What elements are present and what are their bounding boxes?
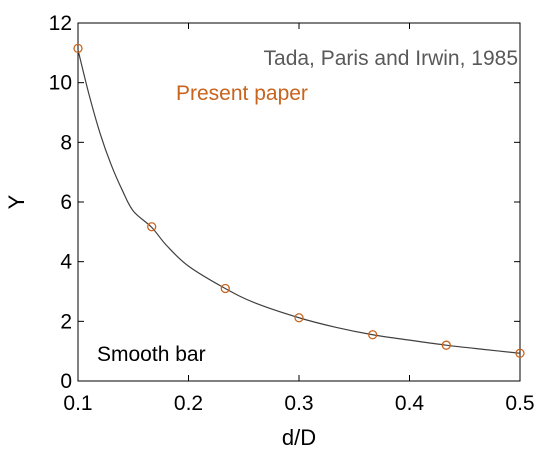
x-tick-label: 0.3 [284, 392, 313, 415]
y-tick-label: 6 [60, 191, 72, 214]
x-axis-title: d/D [282, 425, 316, 450]
x-tick-label: 0.4 [395, 392, 425, 415]
data-point-present-paper [73, 43, 83, 54]
series-line-tada [77, 49, 521, 354]
data-point-present-paper [147, 222, 157, 232]
annotation-smooth-bar: Smooth bar [97, 343, 206, 366]
data-point-present-paper [220, 283, 230, 294]
axis-tick-labels: 0.1 0.2 0.3 0.4 0.5 0 2 4 6 8 10 12 [49, 12, 535, 415]
y-tick-label: 2 [60, 310, 72, 333]
data-point-present-paper [441, 340, 451, 350]
legend-entry-line: Tada, Paris and Irwin, 1985 [264, 47, 518, 70]
y-tick-label: 8 [60, 131, 72, 154]
data-point-present-paper [368, 330, 378, 340]
data-point-present-paper [294, 313, 304, 323]
axis-ticks [77, 22, 521, 382]
data-point-present-paper [515, 348, 525, 358]
y-tick-label: 4 [60, 251, 72, 274]
y-tick-label: 10 [49, 72, 72, 95]
series-layer [73, 43, 525, 358]
x-tick-label: 0.5 [505, 392, 534, 415]
legend-entry-markers: Present paper [176, 82, 308, 105]
y-tick-label: 0 [60, 370, 72, 393]
plot-frame [77, 22, 521, 382]
y-tick-label: 12 [49, 12, 72, 35]
x-tick-label: 0.2 [174, 392, 203, 415]
y-axis-title: Y [4, 194, 29, 209]
x-tick-label: 0.1 [63, 392, 92, 415]
